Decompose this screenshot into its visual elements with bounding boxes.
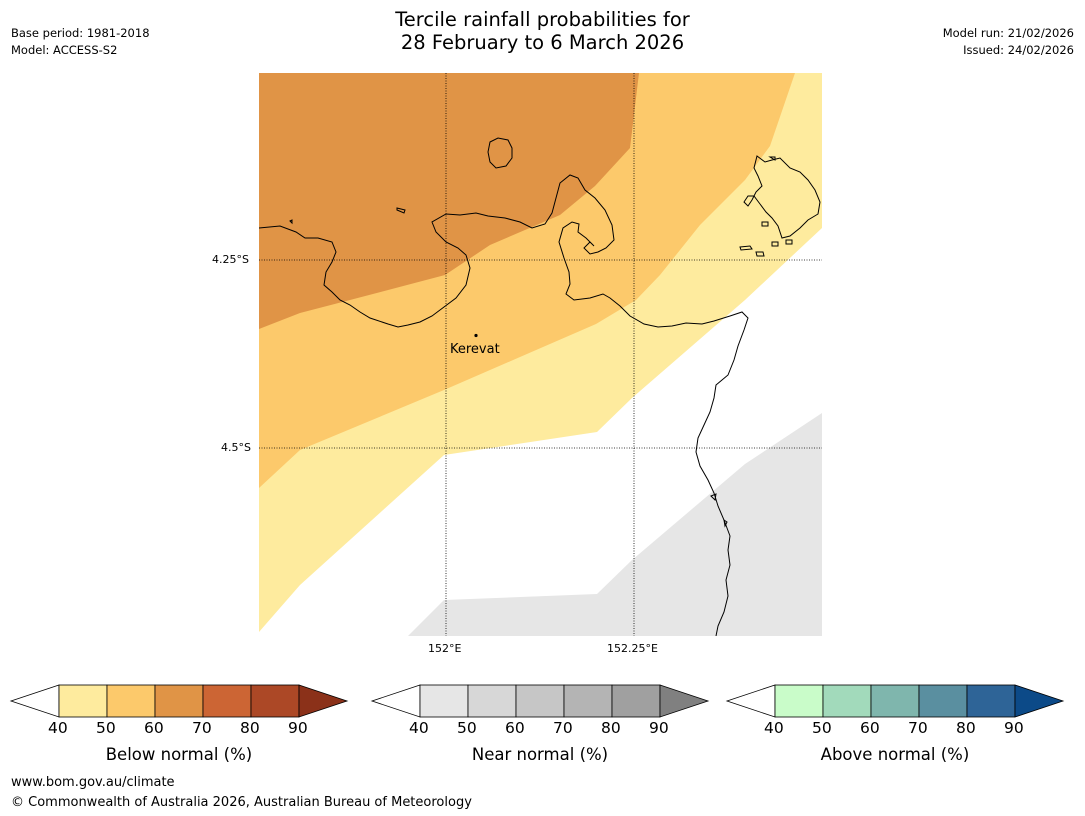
islet-8 — [785, 239, 793, 245]
colorbar-below-swatch-4 — [202, 684, 252, 718]
colorbar-near-high-extend — [659, 684, 710, 718]
island-coast-west — [259, 174, 749, 636]
colorbar-below-high-extend — [298, 684, 349, 718]
colorbar-below-swatch-2 — [106, 684, 156, 718]
colorbar-near-swatch-1 — [419, 684, 469, 718]
colorbar-near-swatch-2 — [467, 684, 517, 718]
colorbar-below-tick-90: 90 — [288, 719, 308, 737]
colorbar-above-swatch-5 — [966, 684, 1016, 718]
islet-10 — [768, 156, 776, 161]
islet-1 — [396, 207, 406, 214]
title-line-1: Tercile rainfall probabilities for — [395, 8, 690, 31]
colorbar-near-tick-70: 70 — [553, 719, 573, 737]
model-run: Model run: 21/02/2026 — [942, 26, 1074, 40]
lat-label-4-25: 4.25°S — [212, 253, 249, 266]
colorbar-above-tick-80: 80 — [956, 719, 976, 737]
colorbar-below-low-extend — [9, 684, 60, 718]
colorbar-near-swatch-4 — [563, 684, 613, 718]
model-name: Model: ACCESS-S2 — [11, 43, 118, 57]
colorbar-above-label: Above normal (%) — [820, 745, 970, 764]
colorbar-near-normal — [370, 684, 710, 718]
colorbar-above-tick-40: 40 — [764, 719, 784, 737]
colorbar-above-tick-70: 70 — [908, 719, 928, 737]
colorbar-near-swatch-5 — [611, 684, 661, 718]
colorbar-near-swatch-3 — [515, 684, 565, 718]
colorbar-above-swatch-3 — [870, 684, 920, 718]
colorbar-above-low-extend — [725, 684, 776, 718]
colorbar-below-swatch-1 — [58, 684, 108, 718]
lon-label-152: 152°E — [428, 642, 462, 655]
colorbar-below-label: Below normal (%) — [105, 745, 253, 764]
colorbar-below-tick-80: 80 — [240, 719, 260, 737]
islet-5 — [739, 245, 753, 251]
place-label-kerevat: Kerevat — [450, 342, 500, 357]
islet-2 — [289, 219, 293, 225]
colorbar-above-tick-90: 90 — [1004, 719, 1024, 737]
islet-6 — [755, 251, 765, 257]
island-group-east — [743, 155, 821, 239]
colorbar-below-normal — [9, 684, 349, 718]
colorbar-below-tick-40: 40 — [48, 719, 68, 737]
islet-7 — [771, 241, 779, 247]
colorbar-near-tick-40: 40 — [409, 719, 429, 737]
coastline — [259, 137, 821, 636]
colorbar-above-swatch-4 — [918, 684, 968, 718]
colorbar-above-tick-60: 60 — [860, 719, 880, 737]
islet-4 — [723, 518, 728, 528]
colorbar-above-high-extend — [1014, 684, 1065, 718]
title-line-2: 28 February to 6 March 2026 — [400, 31, 685, 54]
lat-label-4-5: 4.5°S — [221, 441, 251, 454]
colorbar-near-tick-50: 50 — [457, 719, 477, 737]
islet-3 — [710, 493, 717, 502]
colorbar-below-tick-50: 50 — [96, 719, 116, 737]
colorbar-below-tick-70: 70 — [192, 719, 212, 737]
colorbar-near-low-extend — [370, 684, 421, 718]
shade-below-60-70 — [259, 73, 639, 329]
colorbar-above-normal — [725, 684, 1065, 718]
place-marker-kerevat — [474, 333, 478, 338]
colorbar-near-label: Near normal (%) — [471, 745, 609, 764]
base-period: Base period: 1981-2018 — [11, 26, 150, 40]
colorbar-below-tick-60: 60 — [144, 719, 164, 737]
meta-left: Base period: 1981-2018 Model: ACCESS-S2 — [11, 25, 150, 59]
colorbar-near-tick-60: 60 — [505, 719, 525, 737]
colorbar-near-tick-80: 80 — [601, 719, 621, 737]
islet-9 — [761, 221, 769, 227]
colorbar-above-swatch-2 — [822, 684, 872, 718]
shade-near-40-50 — [408, 413, 822, 636]
lon-label-152-25: 152.25°E — [607, 642, 658, 655]
colorbar-below-swatch-3 — [154, 684, 204, 718]
colorbar-near-tick-90: 90 — [649, 719, 669, 737]
footer-copyright: © Commonwealth of Australia 2026, Austra… — [11, 795, 472, 810]
map-title: Tercile rainfall probabilities for 28 Fe… — [0, 8, 1085, 54]
island-coast-north — [487, 137, 513, 169]
colorbar-above-tick-50: 50 — [812, 719, 832, 737]
issued-date: Issued: 24/02/2026 — [963, 43, 1074, 57]
meta-right: Model run: 21/02/2026 Issued: 24/02/2026 — [943, 25, 1074, 59]
footer-website: www.bom.gov.au/climate — [11, 775, 175, 790]
colorbar-above-swatch-1 — [774, 684, 824, 718]
colorbar-below-swatch-5 — [250, 684, 300, 718]
